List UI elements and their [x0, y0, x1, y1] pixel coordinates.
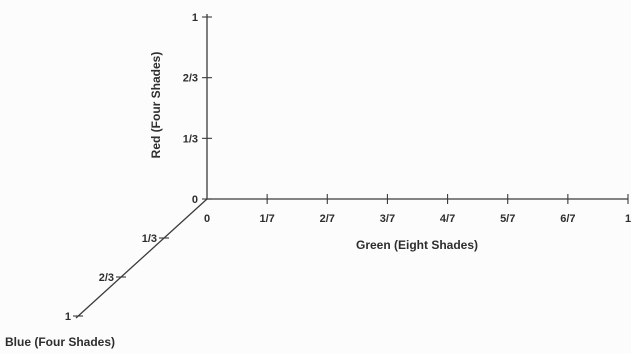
- blue-tick-label: 2/3: [99, 272, 114, 284]
- blue-axis-ticks: 1/3 2/3 1: [65, 233, 169, 323]
- red-tick-label: 1/3: [183, 133, 198, 145]
- green-tick-label: 0: [204, 213, 210, 225]
- green-tick-label: 5/7: [500, 213, 515, 225]
- red-axis-title: Red (Four Shades): [149, 52, 163, 159]
- green-axis-ticks: 0 1/7 2/7 3/7 4/7 5/7 6/7 1: [204, 194, 631, 225]
- blue-axis-title: Blue (Four Shades): [5, 335, 115, 349]
- red-tick-label: 1: [192, 12, 198, 24]
- blue-tick-label: 1/3: [142, 233, 157, 245]
- green-axis-title: Green (Eight Shades): [356, 238, 478, 252]
- blue-tick-label: 1: [65, 311, 71, 323]
- red-tick-label: 0: [192, 194, 198, 206]
- blue-axis-line: [75, 198, 208, 319]
- red-tick-label: 2/3: [183, 73, 198, 85]
- green-tick-label: 2/7: [320, 213, 335, 225]
- green-tick-label: 6/7: [560, 213, 575, 225]
- green-tick-label: 1: [625, 213, 631, 225]
- green-tick-label: 1/7: [259, 213, 274, 225]
- green-tick-label: 3/7: [380, 213, 395, 225]
- red-axis-ticks: 0 1/3 2/3 1: [183, 12, 212, 206]
- green-tick-label: 4/7: [440, 213, 455, 225]
